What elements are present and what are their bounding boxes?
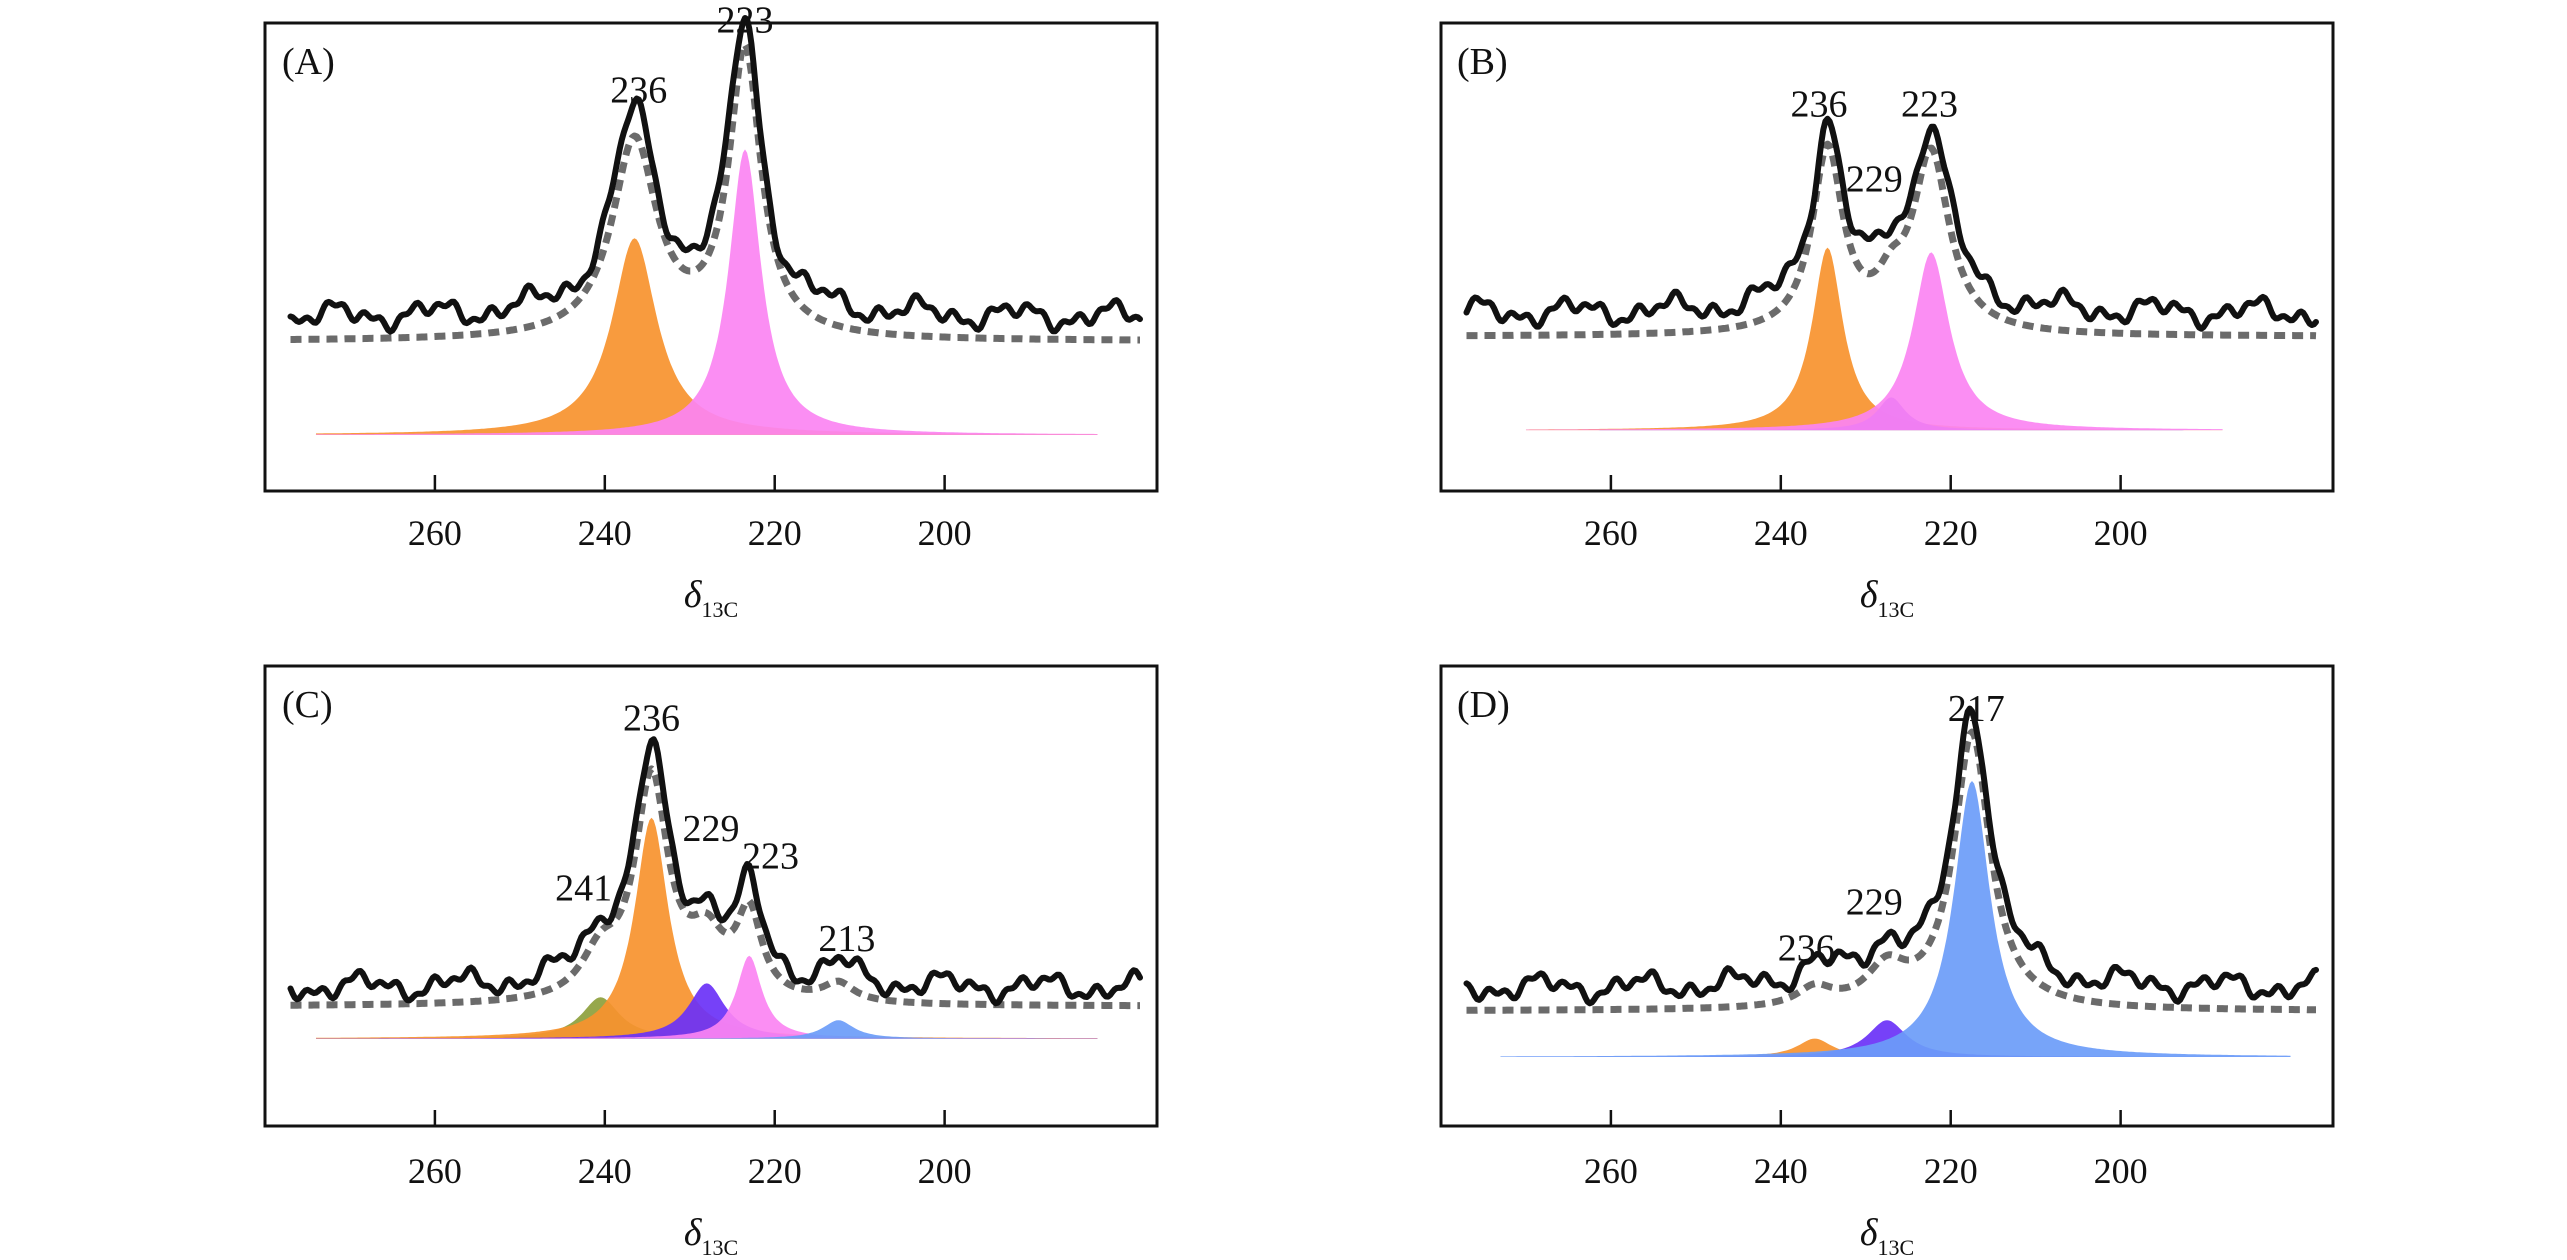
experimental-curve <box>1463 705 2319 1007</box>
peak-annotation: 236 <box>1778 927 1835 969</box>
peak-annotation: 223 <box>742 835 799 877</box>
experimental-curve <box>1463 115 2319 332</box>
peak-annotation: 236 <box>1791 84 1848 126</box>
x-tick-label: 220 <box>1924 513 1978 553</box>
peak-annotation: 213 <box>818 918 875 960</box>
x-tick-label: 220 <box>748 1151 802 1191</box>
plot-frame <box>1439 664 2335 1128</box>
x-tick-label: 240 <box>578 513 632 553</box>
peak-annotation: 223 <box>716 0 773 41</box>
x-tick-label: 220 <box>748 513 802 553</box>
x-tick-label: 260 <box>1584 513 1638 553</box>
component-peak <box>315 983 1098 1039</box>
x-tick-label: 200 <box>918 1151 972 1191</box>
x-tick-label: 200 <box>2094 1151 2148 1191</box>
x-tick-label: 200 <box>918 513 972 553</box>
panel-a: 260 240 220 200 δ13C 236 223 (A) <box>263 0 1159 622</box>
fit-curve <box>1465 728 2318 1014</box>
fit-curve <box>1465 140 2318 340</box>
plot-frame <box>263 664 1159 1128</box>
fit-curve <box>289 765 1142 1010</box>
x-tick-label: 260 <box>408 1151 462 1191</box>
plot-frame <box>1439 21 2335 493</box>
peak-annotation: 236 <box>623 697 680 739</box>
x-tick-label: 260 <box>408 513 462 553</box>
peak-annotation: 217 <box>1948 688 2005 730</box>
plot-frame <box>263 21 1159 493</box>
panel-b: 260 240 220 200 δ13C 236 229 223 (B) <box>1439 21 2335 622</box>
component-peak <box>1525 252 2223 431</box>
peak-annotation: 229 <box>1846 881 1903 923</box>
panel-label: (C) <box>282 684 333 726</box>
x-tick-label: 240 <box>1754 513 1808 553</box>
fit-curve <box>289 41 1142 344</box>
x-tick-label: 220 <box>1924 1151 1978 1191</box>
x-tick-label: 240 <box>1754 1151 1808 1191</box>
panel-d: 260 240 220 200 δ13C 217 236 229 (D) <box>1439 664 2335 1260</box>
x-axis-label: δ13C <box>684 1212 738 1260</box>
peak-annotation: 229 <box>1846 158 1903 200</box>
x-tick-label: 240 <box>578 1151 632 1191</box>
x-tick-label: 200 <box>2094 513 2148 553</box>
panel-label: (D) <box>1457 684 1510 726</box>
peak-annotation: 229 <box>683 808 740 850</box>
peak-annotation: 223 <box>1901 84 1958 126</box>
peak-annotation: 241 <box>555 868 612 910</box>
experimental-curve <box>287 736 1143 1007</box>
x-tick-label: 260 <box>1584 1151 1638 1191</box>
x-axis-label: δ13C <box>684 574 738 622</box>
peak-annotation: 236 <box>610 70 667 112</box>
panel-label: (B) <box>1457 41 1508 83</box>
experimental-curve <box>287 15 1143 335</box>
x-axis-label: δ13C <box>1860 1212 1914 1260</box>
x-axis-label: δ13C <box>1860 574 1914 622</box>
component-peak <box>315 149 1098 435</box>
panel-label: (A) <box>282 41 335 83</box>
